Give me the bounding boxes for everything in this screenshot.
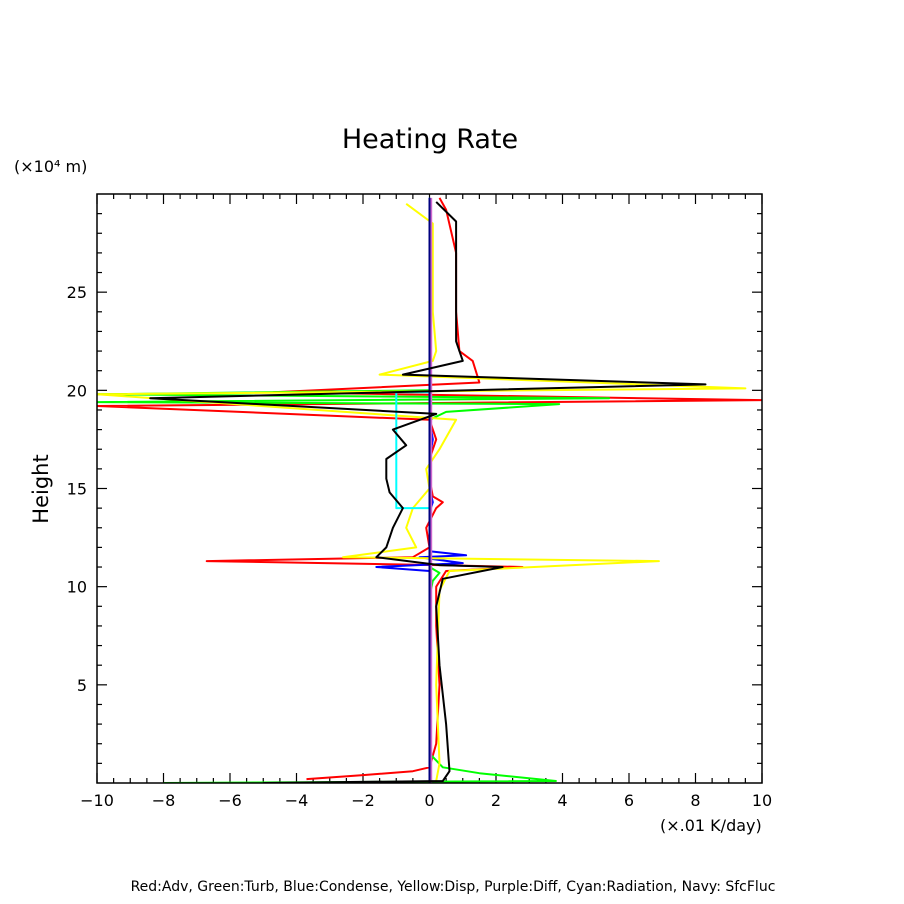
x-tick-label: 6 <box>624 791 634 810</box>
x-tick-label: 2 <box>491 791 501 810</box>
chart-title: Heating Rate <box>342 124 518 155</box>
y-unit-label: (×10⁴ m) <box>14 157 87 176</box>
x-tick-label: 0 <box>424 791 434 810</box>
x-tick-label: 4 <box>557 791 567 810</box>
x-tick-label: −8 <box>152 791 176 810</box>
plot-frame <box>96 193 763 784</box>
x-tick-label: 10 <box>752 791 772 810</box>
series-disp <box>97 202 747 782</box>
x-tick-label: −6 <box>218 791 242 810</box>
y-axis-label: Height <box>29 454 53 523</box>
x-tick-label: −10 <box>80 791 114 810</box>
x-tick-label: −4 <box>285 791 309 810</box>
series-lines <box>97 197 762 783</box>
y-tick-label: 5 <box>77 676 87 695</box>
y-tick-label: 25 <box>67 283 87 302</box>
series-turb <box>97 389 611 783</box>
axis-ticks <box>96 194 763 783</box>
y-tick-label: 20 <box>67 381 87 400</box>
x-unit-label: (×.01 K/day) <box>660 816 762 835</box>
series-radiation <box>395 197 431 783</box>
legend-text: Red:Adv, Green:Turb, Blue:Condense, Yell… <box>131 879 776 895</box>
x-tick-label: 8 <box>690 791 700 810</box>
series-total <box>149 201 707 783</box>
tick-labels: −10 −8 −6 −4 −2 0 2 4 6 8 10 5 10 15 20 25 <box>67 283 773 810</box>
y-tick-label: 10 <box>67 578 87 597</box>
series-adv <box>97 197 762 781</box>
x-tick-label: −2 <box>351 791 375 810</box>
y-tick-label: 15 <box>67 480 87 499</box>
